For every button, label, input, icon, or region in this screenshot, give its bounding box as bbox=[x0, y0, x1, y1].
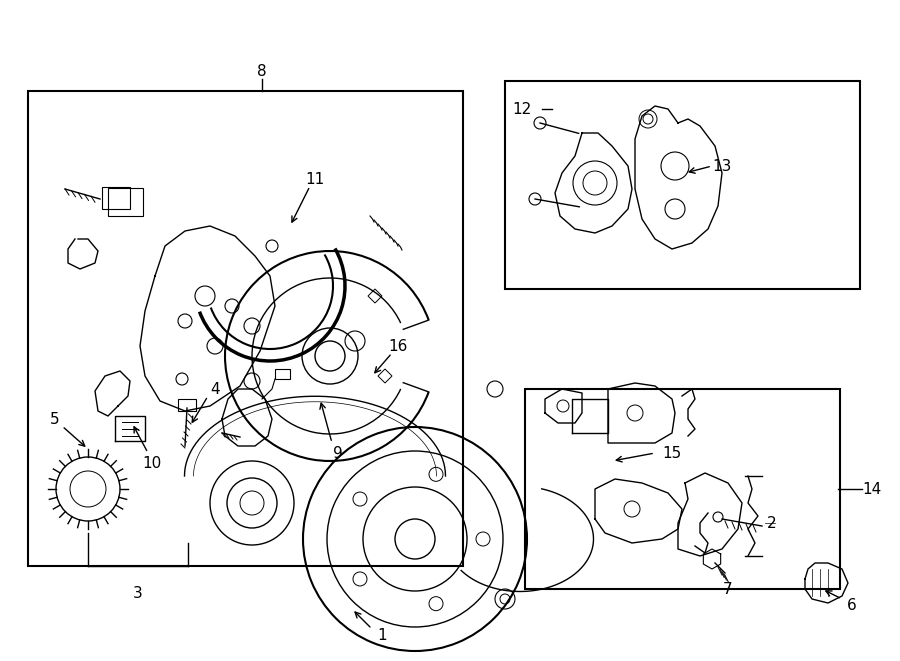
Text: 10: 10 bbox=[142, 455, 162, 471]
Bar bbox=[28, 91, 463, 566]
Bar bbox=[102, 187, 130, 209]
Text: 15: 15 bbox=[662, 446, 681, 461]
Text: 8: 8 bbox=[257, 63, 266, 79]
Bar bbox=[178, 399, 196, 411]
Text: 11: 11 bbox=[305, 171, 325, 186]
Text: 13: 13 bbox=[712, 159, 732, 173]
Bar bbox=[275, 369, 290, 379]
Text: 7: 7 bbox=[724, 582, 733, 596]
Text: 3: 3 bbox=[133, 586, 143, 600]
Text: 6: 6 bbox=[847, 598, 857, 613]
Text: 9: 9 bbox=[333, 446, 343, 461]
Bar bbox=[525, 389, 840, 589]
Text: 1: 1 bbox=[377, 629, 387, 644]
Text: 4: 4 bbox=[211, 381, 220, 397]
Text: 2: 2 bbox=[767, 516, 777, 531]
Text: 14: 14 bbox=[862, 481, 882, 496]
Text: 12: 12 bbox=[512, 102, 532, 116]
Text: 5: 5 bbox=[50, 412, 59, 426]
Bar bbox=[108, 188, 143, 216]
Text: 16: 16 bbox=[388, 338, 408, 354]
Bar bbox=[505, 81, 860, 289]
